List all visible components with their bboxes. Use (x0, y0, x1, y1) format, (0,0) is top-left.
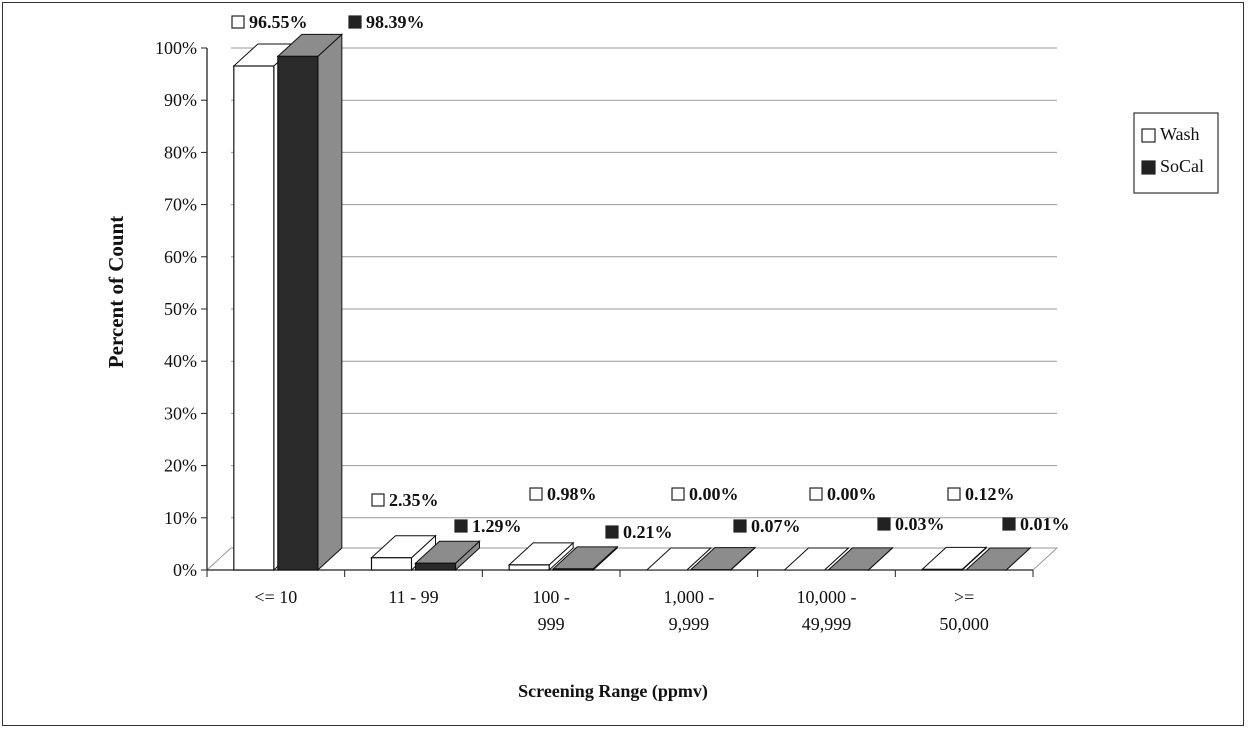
bar-socal (689, 546, 757, 572)
data-label-socal: 0.21% (623, 522, 673, 542)
data-label-socal-marker (1002, 517, 1016, 531)
x-tick-label: 10,000 - (797, 587, 857, 607)
bar-socal-front (552, 568, 594, 571)
data-label-wash: 0.98% (547, 484, 597, 504)
bar-socal (276, 33, 344, 572)
data-label-wash-marker (371, 493, 385, 507)
bar-wash-front (370, 557, 413, 571)
data-label-wash: 0.00% (827, 484, 877, 504)
x-tick-label: >= (954, 587, 974, 607)
data-label-socal-marker (733, 519, 747, 533)
x-tick-label: 11 - 99 (388, 587, 438, 607)
data-label-socal: 0.03% (895, 514, 945, 534)
data-label-wash-marker (947, 487, 961, 501)
bar-socal-top (689, 547, 757, 571)
bar-socal (964, 546, 1032, 572)
y-tick-label: 20% (164, 456, 197, 476)
legend-label: SoCal (1160, 156, 1204, 176)
y-tick-label: 30% (164, 403, 197, 423)
data-label-wash-marker (671, 487, 685, 501)
bar-socal-front (414, 562, 457, 571)
bar-wash-front (233, 65, 275, 571)
y-tick-label: 40% (164, 351, 197, 371)
bar-wash (920, 546, 988, 572)
x-tick-label: 100 - (532, 587, 570, 607)
data-label-wash-marker (809, 487, 823, 501)
data-label-socal: 0.07% (751, 516, 801, 536)
bar-socal-top (964, 547, 1032, 571)
data-label-wash: 0.00% (689, 484, 739, 504)
y-tick-label: 80% (164, 142, 197, 162)
x-axis-title: Screening Range (ppmv) (518, 681, 708, 702)
data-label-wash: 0.12% (965, 484, 1015, 504)
bar-wash-top (645, 547, 713, 571)
data-label-socal-marker (605, 525, 619, 539)
bar-socal-front (277, 55, 319, 571)
x-tick-label: 1,000 - (663, 587, 714, 607)
legend-swatch (1141, 160, 1156, 175)
bar-socal (551, 545, 619, 572)
y-axis-title: Percent of Count (104, 216, 128, 368)
bar-wash (783, 547, 850, 571)
data-label-wash-marker (231, 15, 245, 29)
y-tick-label: 50% (164, 299, 197, 319)
y-tick-label: 90% (164, 90, 197, 110)
y-tick-label: 10% (164, 508, 197, 528)
data-label-socal-marker (454, 519, 468, 533)
data-label-socal: 98.39% (366, 12, 425, 32)
data-label-wash-marker (529, 487, 543, 501)
bar-wash (370, 534, 437, 572)
y-tick-label: 60% (164, 247, 197, 267)
data-label-wash: 96.55% (249, 12, 308, 32)
data-label-socal-marker (877, 517, 891, 531)
legend-swatch (1141, 128, 1156, 143)
x-tick-label: 999 (538, 614, 565, 634)
data-label-socal: 0.01% (1020, 514, 1070, 534)
y-tick-label: 100% (155, 38, 197, 58)
bar-wash-front (921, 568, 963, 571)
y-tick-label: 0% (173, 560, 197, 580)
bar-socal (414, 540, 481, 572)
x-tick-label: <= 10 (254, 587, 297, 607)
bar-wash (507, 541, 575, 572)
bar-wash (645, 547, 713, 571)
x-tick-label: 49,999 (802, 614, 852, 634)
bar-socal-side (317, 33, 343, 572)
bar-wash-top (783, 547, 850, 571)
x-tick-label: 9,999 (669, 614, 710, 634)
bar-wash-front (508, 564, 550, 571)
legend-box (1133, 112, 1219, 194)
bar-socal (827, 546, 894, 572)
legend-label: Wash (1160, 124, 1200, 144)
bar-socal-top (827, 547, 894, 571)
data-label-socal: 1.29% (472, 516, 522, 536)
x-tick-label: 50,000 (939, 614, 989, 634)
y-tick-label: 70% (164, 195, 197, 215)
data-label-wash: 2.35% (389, 490, 439, 510)
legend: Wash SoCal (1133, 112, 1219, 194)
data-label-socal-marker (348, 15, 362, 29)
